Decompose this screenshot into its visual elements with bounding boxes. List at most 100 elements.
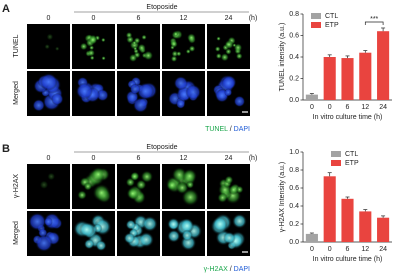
significance-label: *** xyxy=(370,16,378,23)
cell-signal xyxy=(167,217,180,231)
caption-part: TUNEL xyxy=(205,126,228,133)
cell-signal xyxy=(141,34,147,41)
condition-label: Etoposide xyxy=(146,4,177,11)
legend-swatch xyxy=(311,13,321,19)
column-label: 6 xyxy=(137,15,141,22)
error-bar xyxy=(381,27,386,32)
x-tick-label: 12 xyxy=(361,246,369,253)
legend-label: ETP xyxy=(325,22,339,29)
cell-signal xyxy=(186,33,196,43)
legend-label: CTL xyxy=(325,13,338,20)
cell-signal xyxy=(77,190,87,200)
x-tick-label: 24 xyxy=(379,246,387,253)
x-tick-label: 24 xyxy=(379,104,387,111)
cell-signal xyxy=(87,49,96,57)
column-label: 0 xyxy=(47,15,51,22)
x-tick-label: 0 xyxy=(310,246,314,253)
legend-label: CTL xyxy=(345,151,358,158)
x-tick-label: 6 xyxy=(346,246,350,253)
cell-signal xyxy=(220,53,229,62)
cell-signal xyxy=(43,217,53,227)
x-axis-label: In vitro culture time (h) xyxy=(313,114,383,121)
error-bar xyxy=(363,50,368,53)
cell-signal xyxy=(88,35,98,45)
y-tick-label: 0.8 xyxy=(289,167,299,174)
error-bar xyxy=(345,196,350,199)
caption-part: / xyxy=(230,126,232,133)
cell-signal xyxy=(224,88,233,97)
bar xyxy=(323,176,336,242)
cell-signal xyxy=(231,213,248,229)
y-tick-label: 0.6 xyxy=(289,32,299,39)
cell-signal xyxy=(123,232,136,244)
legend-swatch xyxy=(311,22,321,28)
cell-signal xyxy=(132,40,137,46)
cell-signal xyxy=(220,76,236,91)
cell-signal xyxy=(90,166,106,182)
cell-signal xyxy=(136,82,155,101)
cell-signal xyxy=(214,46,221,52)
cell-signal xyxy=(133,46,138,51)
cell-signal xyxy=(40,73,58,91)
cell-signal xyxy=(233,43,243,52)
y-tick-label: 0.4 xyxy=(289,54,299,61)
bar xyxy=(323,57,336,100)
y-tick-label: 0.8 xyxy=(289,11,299,18)
cell-signal xyxy=(44,43,50,50)
cell-signal xyxy=(228,184,239,196)
caption-part: / xyxy=(230,266,232,273)
cell-signal xyxy=(47,172,56,181)
cell-signal xyxy=(125,31,133,39)
caption-part: DAPI xyxy=(234,126,250,133)
cell-signal xyxy=(224,39,234,50)
cell-signal xyxy=(215,52,222,60)
cell-signal xyxy=(143,50,154,61)
cell-signal xyxy=(216,36,221,41)
bar xyxy=(341,58,354,100)
cell-signal xyxy=(179,218,195,234)
row-label: Merged xyxy=(13,221,20,245)
cell-signal xyxy=(181,229,193,242)
cell-signal xyxy=(182,168,198,184)
cell-signal xyxy=(54,46,60,51)
column-label: 12 xyxy=(180,155,188,162)
cell-signal xyxy=(79,221,95,238)
error-bar xyxy=(363,209,368,212)
bar xyxy=(359,211,372,242)
caption-part: γ-H2AX xyxy=(204,266,228,273)
cell-signal xyxy=(129,83,141,95)
cell-signal xyxy=(175,99,186,109)
y-axis-label: TUNEL intensity (a.u.) xyxy=(279,23,286,92)
row-label: TUNEL xyxy=(13,34,20,57)
micrograph xyxy=(162,24,205,69)
cell-signal xyxy=(35,234,53,252)
cell-signal xyxy=(83,238,95,250)
cell-signal xyxy=(185,48,191,54)
bar xyxy=(341,198,354,242)
cell-signal xyxy=(166,179,178,191)
column-label: 12 xyxy=(180,15,188,22)
cell-signal xyxy=(173,31,179,37)
unit-label: (h) xyxy=(249,15,258,22)
micrograph xyxy=(27,164,70,209)
unit-label: (h) xyxy=(249,155,258,162)
error-bar xyxy=(381,215,386,218)
column-label: 0 xyxy=(92,155,96,162)
cell-signal xyxy=(83,182,93,191)
cell-signal xyxy=(125,219,137,230)
cell-signal xyxy=(176,51,182,57)
cell-signal xyxy=(224,175,234,185)
y-tick-label: 0.4 xyxy=(289,203,299,210)
cell-signal xyxy=(185,84,202,101)
error-bar xyxy=(309,93,314,95)
column-label: 24 xyxy=(225,155,233,162)
cell-signal xyxy=(212,215,229,232)
y-tick-label: 0.0 xyxy=(289,239,299,246)
bar xyxy=(305,94,318,100)
column-label: 6 xyxy=(137,155,141,162)
cell-signal xyxy=(51,92,64,106)
cell-signal xyxy=(233,95,246,108)
x-tick-label: 12 xyxy=(361,104,369,111)
y-tick-label: 0.2 xyxy=(289,75,299,82)
column-label: 0 xyxy=(47,155,51,162)
